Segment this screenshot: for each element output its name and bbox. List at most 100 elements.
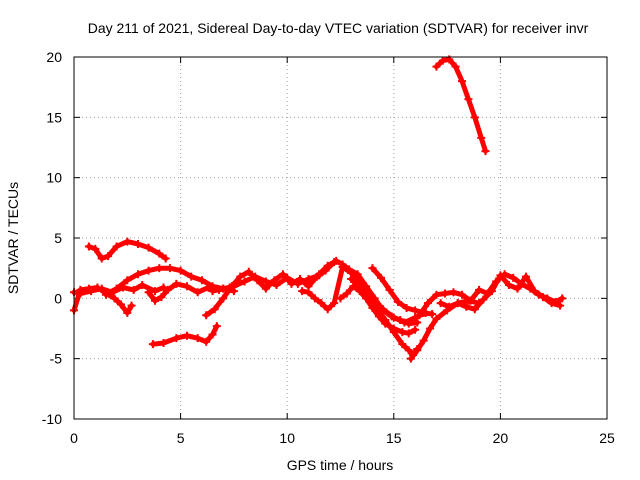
data-point <box>176 266 185 275</box>
data-point <box>466 296 475 305</box>
data-point <box>345 265 354 274</box>
y-tick-label: 20 <box>46 49 62 65</box>
data-point <box>91 244 100 253</box>
data-point <box>204 283 213 292</box>
data-point <box>477 133 486 142</box>
data-point <box>368 264 377 273</box>
data-point <box>513 284 522 293</box>
data-point <box>133 240 142 249</box>
data-point <box>432 314 441 323</box>
data-point <box>556 301 565 310</box>
data-point <box>193 288 202 297</box>
data-point <box>323 261 332 270</box>
data-point <box>159 283 168 292</box>
data-point <box>298 287 307 296</box>
data-point <box>151 296 160 305</box>
x-tick-label: 0 <box>70 430 78 446</box>
data-point <box>182 331 191 340</box>
data-point <box>212 322 221 331</box>
chart-title: Day 211 of 2021, Sidereal Day-to-day VTE… <box>88 20 589 36</box>
y-tick-label: 5 <box>54 230 62 246</box>
data-point <box>236 272 245 281</box>
data-point <box>229 282 238 291</box>
data-point <box>394 297 403 306</box>
data-point <box>332 256 341 265</box>
data-point <box>402 303 411 312</box>
data-point <box>438 56 447 65</box>
data-point <box>116 300 125 309</box>
data-point <box>436 299 445 308</box>
data-point <box>558 294 567 303</box>
data-point <box>278 270 287 279</box>
data-point <box>419 336 428 345</box>
data-point <box>208 330 217 339</box>
data-point <box>413 346 422 355</box>
data-point <box>355 282 364 291</box>
data-point <box>283 273 292 282</box>
data-point <box>123 237 132 246</box>
data-point <box>144 266 153 275</box>
y-axis-ticks: -10 -5 0 5 10 15 20 <box>42 49 607 427</box>
data-point <box>398 328 407 337</box>
data-point <box>509 273 518 282</box>
data-point <box>151 287 160 296</box>
data-point <box>428 310 437 319</box>
data-point <box>547 299 556 308</box>
series-line-s2 <box>86 239 169 261</box>
data-point <box>161 254 170 263</box>
data-point <box>413 318 422 327</box>
data-point <box>138 281 147 290</box>
data-point <box>187 272 196 281</box>
data-point <box>404 329 413 338</box>
data-point <box>387 312 396 321</box>
data-point <box>261 277 270 286</box>
data-point <box>97 284 106 293</box>
x-tick-label: 20 <box>493 430 509 446</box>
data-point <box>293 279 302 288</box>
data-point <box>144 288 153 297</box>
data-point <box>389 328 398 337</box>
data-point <box>470 113 479 122</box>
data-point <box>310 294 319 303</box>
y-tick-label: 0 <box>54 290 62 306</box>
data-point <box>530 287 539 296</box>
data-point <box>521 272 530 281</box>
data-point <box>347 275 356 284</box>
data-point <box>163 285 172 294</box>
data-point <box>110 294 119 303</box>
data-point <box>323 305 332 314</box>
data-point <box>219 294 228 303</box>
data-point <box>475 285 484 294</box>
data-point <box>112 284 121 293</box>
y-axis-label: SDTVAR / TECUs <box>5 182 21 294</box>
x-tick-label: 10 <box>279 430 295 446</box>
data-point <box>336 294 345 303</box>
data-point <box>84 242 93 251</box>
data-point <box>411 306 420 315</box>
series-group <box>70 55 567 363</box>
data-point <box>496 271 505 280</box>
data-point <box>104 252 113 261</box>
data-point <box>127 301 136 310</box>
data-point <box>157 293 166 302</box>
data-point <box>398 340 407 349</box>
x-tick-label: 25 <box>599 430 615 446</box>
data-point <box>155 249 164 258</box>
data-point <box>202 311 211 320</box>
data-point <box>458 290 467 299</box>
data-point <box>539 293 548 302</box>
data-point <box>165 264 174 273</box>
data-point <box>123 276 132 285</box>
data-point <box>377 273 386 282</box>
data-point <box>97 254 106 263</box>
data-point <box>76 289 85 298</box>
x-axis-label: GPS time / hours <box>287 457 394 473</box>
data-point <box>353 270 362 279</box>
data-point <box>123 308 132 317</box>
data-point <box>404 319 413 328</box>
data-point <box>426 324 435 333</box>
data-point <box>462 302 471 311</box>
data-point <box>451 62 460 71</box>
data-point <box>159 338 168 347</box>
data-point <box>240 277 249 286</box>
